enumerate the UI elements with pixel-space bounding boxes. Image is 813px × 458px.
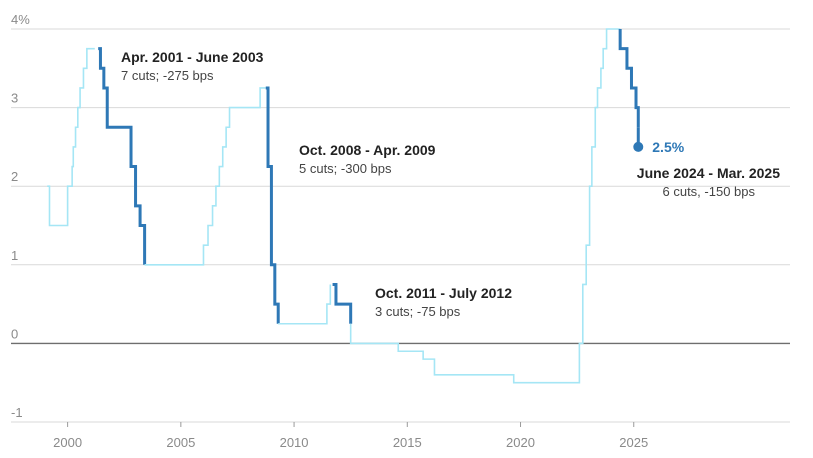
rate-segment [144,87,266,266]
annotation-2024-title: June 2024 - Mar. 2025 [637,165,780,181]
last-point-label: 2.5% [652,139,684,155]
rate-cut-segment [618,29,640,128]
y-axis-ticks: 4% 3 2 1 0 -1 [11,12,30,420]
annotation-2011-title: Oct. 2011 - July 2012 [375,285,512,301]
rate-series [47,28,640,384]
x-tick-label: 2025 [619,435,648,450]
annotation-2008-subtitle: 5 cuts; -300 bps [299,161,392,176]
x-tick-label: 2005 [166,435,195,450]
last-point-marker: 2.5% [633,127,685,155]
annotation-2024-subtitle: 6 cuts, -150 bps [663,184,756,199]
annotation-2001-subtitle: 7 cuts; -275 bps [121,68,214,83]
y-tick-label: 2 [11,169,18,184]
y-tick-label: -1 [11,405,23,420]
rate-segment [278,284,332,325]
rate-cut-segment [98,47,147,265]
rate-cut-segment [332,282,353,324]
annotation-2008-title: Oct. 2008 - Apr. 2009 [299,142,436,158]
x-tick-label: 2000 [53,435,82,450]
rate-cut-segment [265,86,280,324]
x-tick-label: 2020 [506,435,535,450]
x-axis-ticks: 2000 2005 2010 2015 2020 2025 [53,422,648,450]
last-point-dot [633,141,644,152]
rate-segment [47,47,95,227]
annotation-2001-title: Apr. 2001 - June 2003 [121,49,264,65]
x-tick-label: 2015 [393,435,422,450]
y-tick-label: 4% [11,12,30,27]
rate-segment [349,28,621,384]
gridlines [11,28,790,423]
y-tick-label: 1 [11,248,18,263]
y-tick-label: 0 [11,326,18,341]
x-tick-label: 2010 [280,435,309,450]
annotation-2011-subtitle: 3 cuts; -75 bps [375,304,461,319]
y-tick-label: 3 [11,91,18,106]
